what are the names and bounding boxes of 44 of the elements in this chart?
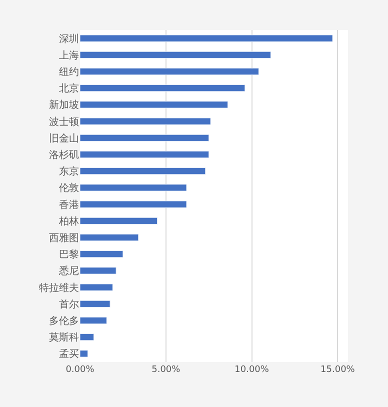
bar: [80, 84, 246, 92]
bar: [80, 334, 94, 341]
y-tick-label: 巴黎: [59, 248, 79, 261]
bar: [80, 267, 116, 274]
y-tick-label: 西雅图: [49, 232, 79, 244]
y-tick-label: 波士顿: [49, 116, 79, 128]
bar: [80, 68, 259, 76]
y-tick-label: 特拉维夫: [39, 282, 79, 294]
bar: [80, 51, 271, 58]
y-tick-label: 伦敦: [59, 182, 79, 194]
y-tick-label: 悉尼: [58, 265, 79, 278]
bar: [80, 134, 210, 142]
bar: [80, 118, 211, 125]
bar: [80, 101, 228, 108]
bar: [80, 217, 158, 224]
y-tick-label: 上海: [59, 49, 79, 62]
y-tick-label: 莫斯科: [49, 332, 79, 344]
bar: [80, 300, 110, 308]
bar: [80, 284, 113, 291]
bar: [80, 350, 88, 358]
y-tick-label: 洛杉矶: [49, 149, 79, 161]
bar: [80, 316, 107, 324]
y-tick-label: 多伦多: [49, 315, 79, 327]
x-tick-label: 10.00%: [234, 365, 270, 375]
y-tick-label: 纽约: [59, 66, 79, 78]
y-tick-label: 香港: [59, 198, 79, 211]
bar: [80, 250, 124, 258]
x-tick-label: 5.00%: [152, 365, 181, 375]
x-tick-label: 15.00%: [320, 365, 356, 375]
y-tick-label: 孟买: [59, 349, 79, 360]
y-tick-label: 新加坡: [49, 99, 79, 112]
y-tick-label: 北京: [59, 82, 79, 95]
y-tick-label: 深圳: [59, 32, 79, 45]
bar: [80, 150, 210, 158]
bar: [80, 234, 139, 242]
bar: [80, 168, 206, 175]
y-tick-label: 旧金山: [49, 132, 79, 144]
x-tick-label: 0.00%: [66, 365, 95, 375]
y-tick-label: 首尔: [59, 298, 79, 310]
y-tick-label: 柏林: [58, 215, 79, 228]
bar: [80, 200, 187, 208]
y-tick-label: 东京: [59, 166, 79, 178]
bar: [80, 34, 333, 42]
bar: [80, 184, 187, 192]
